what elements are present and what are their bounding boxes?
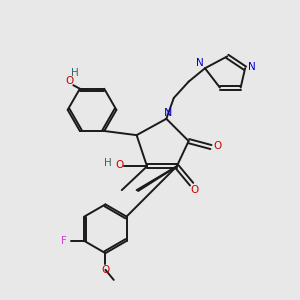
Text: F: F xyxy=(61,236,67,246)
Text: O: O xyxy=(213,140,222,151)
Text: O: O xyxy=(66,76,74,86)
Text: N: N xyxy=(164,108,172,118)
Text: H: H xyxy=(103,158,111,168)
Text: H: H xyxy=(71,68,79,78)
Text: O: O xyxy=(190,184,199,194)
Text: O: O xyxy=(115,160,124,170)
Text: N: N xyxy=(196,58,203,68)
Text: O: O xyxy=(101,265,110,275)
Text: N: N xyxy=(248,62,256,72)
